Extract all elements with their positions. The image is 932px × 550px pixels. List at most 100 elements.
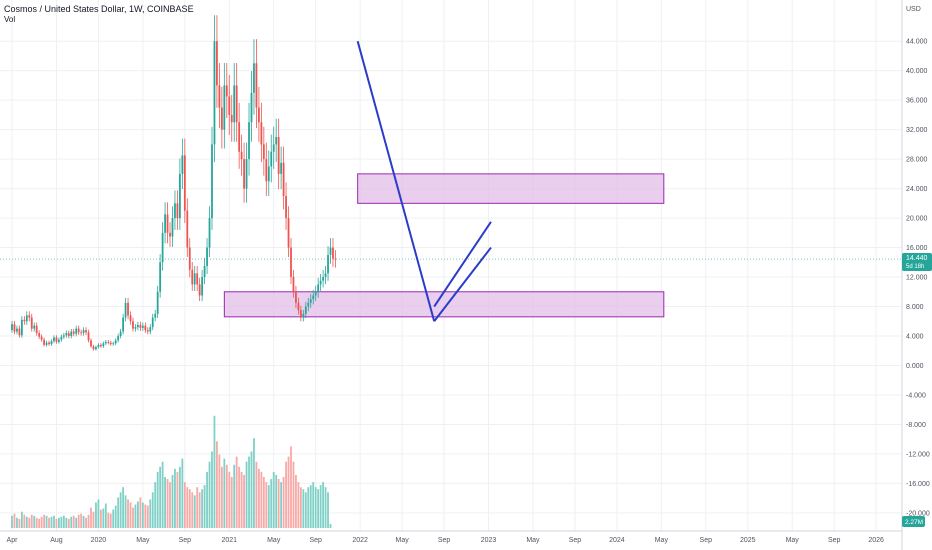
volume-bar <box>216 441 218 528</box>
candle-body <box>228 96 231 115</box>
volume-bar <box>322 482 324 528</box>
candle-body <box>183 155 186 211</box>
volume-bar <box>154 482 157 528</box>
volume-bar <box>181 458 184 528</box>
candle-body <box>112 343 115 345</box>
candle-body <box>302 313 305 318</box>
y-tick-label: 12.000 <box>906 275 928 282</box>
volume-bar <box>327 492 329 528</box>
time-axis[interactable]: Apr Aug 2020 May Sep 2021 May Sep 2022 May Sep 2023… <box>0 530 902 544</box>
candle-body <box>196 273 199 285</box>
x-tick-label: May <box>786 537 800 544</box>
candle-body <box>332 247 334 259</box>
x-tick-label: May <box>136 537 150 544</box>
x-tick-label: May <box>655 537 669 544</box>
volume-bar <box>295 474 297 528</box>
candle-body <box>334 258 337 260</box>
candle-body <box>85 330 87 333</box>
candle-body <box>309 299 312 303</box>
volume-bar <box>114 505 117 528</box>
volume-indicator-label[interactable]: Vol <box>4 15 16 24</box>
volume-bar <box>65 517 68 528</box>
x-tick-label: May <box>526 537 540 544</box>
volume-bar <box>48 517 50 528</box>
volume-bar <box>18 518 21 528</box>
volume-bar <box>90 507 92 528</box>
volume-bar <box>23 514 26 528</box>
candle-body <box>166 214 169 233</box>
candle-body <box>90 340 92 347</box>
candle-body <box>329 247 332 255</box>
volume-bar <box>201 489 204 528</box>
candle-body <box>129 315 132 322</box>
volume-bar <box>228 471 231 528</box>
volume-bar <box>203 485 206 528</box>
volume-bar <box>127 499 129 528</box>
candle-body <box>265 159 268 182</box>
candle-body <box>67 333 70 336</box>
volume-bar <box>40 516 43 528</box>
candle-body <box>324 273 327 278</box>
countdown-text: 5d 18h <box>906 264 924 270</box>
candle-body <box>141 325 144 328</box>
candle-body <box>186 210 189 248</box>
volume-bar <box>307 487 310 528</box>
price-axis[interactable]: 44.000 40.000 36.000 32.000 28.000 24.000 20.0… <box>901 0 930 550</box>
volume-bar <box>77 514 80 528</box>
candle-body <box>290 247 292 278</box>
candle-body <box>208 218 211 248</box>
y-tick-label: -20.000 <box>906 510 930 517</box>
volume-bar <box>151 492 154 528</box>
x-tick-label: Sep <box>569 537 582 544</box>
volume-bar <box>117 497 120 528</box>
currency-label: USD <box>906 6 921 13</box>
volume-bar <box>174 468 176 528</box>
y-tick-label: 44.000 <box>906 39 928 46</box>
candle-body <box>211 144 213 219</box>
volume-bar <box>206 471 208 528</box>
candle-body <box>299 310 302 318</box>
candle-body <box>159 262 162 292</box>
volume-bar <box>164 477 166 528</box>
candle-body <box>174 203 176 219</box>
volume-bar <box>55 518 58 528</box>
volume-bar <box>255 461 258 528</box>
x-tick-label: 2022 <box>352 537 368 544</box>
candle-body <box>287 218 290 248</box>
candle-body <box>317 284 320 292</box>
volume-bar <box>85 517 87 528</box>
candle-body <box>267 166 270 182</box>
trendlines[interactable] <box>356 40 492 322</box>
candle-body <box>127 302 129 316</box>
volume-bar <box>129 502 132 528</box>
candle-body <box>72 331 75 334</box>
candle-body <box>99 344 102 347</box>
symbol-title[interactable]: Cosmos / United States Dollar, 1W, COINB… <box>4 4 194 14</box>
candle-body <box>109 342 112 345</box>
candle-body <box>122 317 125 332</box>
candle-body <box>151 317 154 328</box>
volume-bar <box>124 495 127 528</box>
volume-bar <box>208 461 211 528</box>
candle-body <box>55 337 58 342</box>
volume-bar <box>80 513 83 528</box>
candle-body <box>176 203 179 219</box>
volume-bar <box>213 415 216 528</box>
volume-bar <box>309 485 312 528</box>
candle-body <box>220 107 223 130</box>
volume-bar <box>280 482 283 528</box>
candle-body <box>149 327 152 332</box>
candle-body <box>87 332 90 341</box>
candle-body <box>262 144 265 160</box>
candle-body <box>258 107 260 123</box>
volume-bar <box>67 518 70 528</box>
y-tick-label: 36.000 <box>906 98 928 105</box>
volume-bar <box>28 517 31 528</box>
y-tick-label: 4.000 <box>906 334 924 341</box>
candle-body <box>181 155 184 174</box>
volume-bar <box>122 487 125 528</box>
candle-body <box>62 335 65 337</box>
volume-bar <box>188 489 191 528</box>
